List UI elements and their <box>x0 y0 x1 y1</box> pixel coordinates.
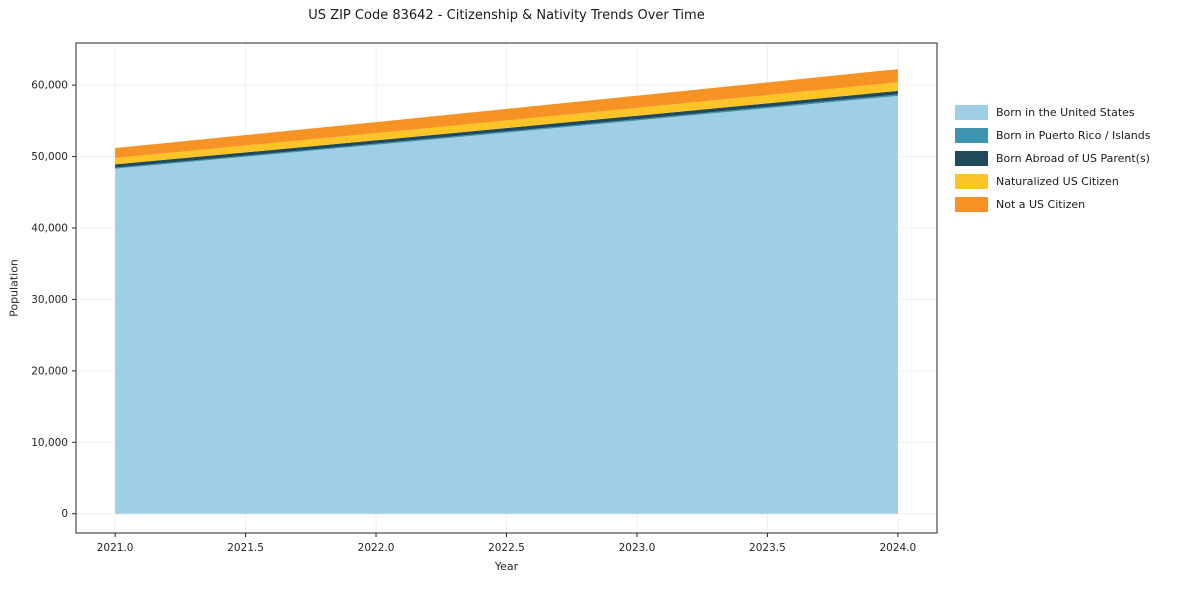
y-axis-label: Population <box>7 259 21 317</box>
area-series-1 <box>115 94 898 169</box>
legend-label: Born in the United States <box>996 105 1135 119</box>
legend-item: Born Abroad of US Parent(s) <box>955 150 1150 166</box>
area-series-0 <box>115 95 898 514</box>
legend-swatch <box>955 104 988 120</box>
x-tick-label: 2021.0 <box>97 542 134 554</box>
legend-item: Not a US Citizen <box>955 196 1150 212</box>
legend-item: Born in Puerto Rico / Islands <box>955 127 1150 143</box>
legend-swatch <box>955 127 988 143</box>
y-tick-label: 30,000 <box>31 294 68 306</box>
legend-label: Naturalized US Citizen <box>996 174 1119 188</box>
legend-swatch <box>955 150 988 166</box>
legend-label: Not a US Citizen <box>996 197 1086 211</box>
y-tick-label: 50,000 <box>31 151 68 163</box>
y-tick-label: 0 <box>61 508 68 520</box>
x-tick-label: 2021.5 <box>227 542 264 554</box>
area-series-3 <box>115 82 898 165</box>
legend-label: Born Abroad of US Parent(s) <box>996 151 1150 165</box>
legend: Born in the United States Born in Puerto … <box>955 104 1150 212</box>
y-tick-label: 10,000 <box>31 437 68 449</box>
x-tick-label: 2022.5 <box>488 542 525 554</box>
legend-swatch <box>955 196 988 212</box>
x-axis-label: Year <box>494 560 519 573</box>
y-tick-label: 40,000 <box>31 223 68 235</box>
y-tick-label: 20,000 <box>31 365 68 377</box>
legend-item: Born in the United States <box>955 104 1150 120</box>
x-tick-label: 2023.0 <box>619 542 656 554</box>
legend-item: Naturalized US Citizen <box>955 173 1150 189</box>
stacked-area-chart: 2021.0 2021.5 2022.0 2022.5 2023.0 2023.5 2024… <box>31 42 938 554</box>
y-tick-label: 60,000 <box>31 80 68 92</box>
area-series-4 <box>115 69 898 158</box>
x-tick-label: 2023.5 <box>749 542 786 554</box>
x-tick-label: 2022.0 <box>358 542 395 554</box>
chart-title: US ZIP Code 83642 - Citizenship & Nativi… <box>308 8 705 23</box>
x-tick-label: 2024.0 <box>879 542 916 554</box>
area-series-2 <box>115 90 898 168</box>
legend-label: Born in Puerto Rico / Islands <box>996 128 1151 142</box>
legend-swatch <box>955 173 988 189</box>
